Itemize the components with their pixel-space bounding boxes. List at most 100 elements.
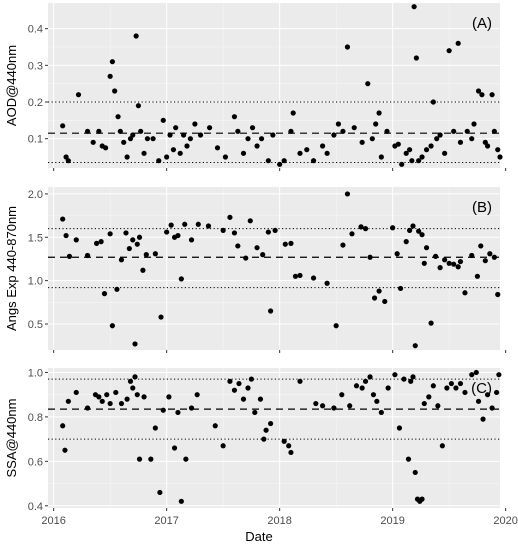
- panel-tag: (A): [472, 15, 492, 32]
- y-axis-title: SSA@440nm: [4, 399, 19, 478]
- data-point: [444, 385, 450, 391]
- data-point: [378, 409, 384, 416]
- data-point: [135, 103, 141, 109]
- data-point: [157, 489, 163, 496]
- data-point: [75, 92, 82, 98]
- data-point: [265, 158, 271, 164]
- data-point: [487, 251, 493, 257]
- data-point: [340, 128, 346, 134]
- data-point: [109, 323, 116, 329]
- data-point: [494, 389, 500, 396]
- data-point: [412, 343, 418, 349]
- data-point: [495, 291, 501, 298]
- data-point: [482, 258, 488, 264]
- data-point: [382, 298, 388, 305]
- data-point: [121, 139, 127, 145]
- data-point: [428, 143, 434, 149]
- data-point: [101, 291, 108, 297]
- data-point: [410, 374, 416, 380]
- y-tick-label: 0.6: [28, 456, 43, 468]
- data-point: [270, 132, 276, 138]
- x-axis-title-holder: Date: [0, 528, 518, 546]
- data-point: [73, 389, 79, 396]
- data-point: [245, 385, 251, 391]
- data-point: [319, 403, 326, 409]
- data-point: [434, 136, 440, 142]
- data-point: [313, 400, 319, 407]
- data-point: [231, 387, 238, 393]
- y-tick-label: 0.3: [28, 60, 43, 72]
- data-point: [403, 239, 409, 245]
- data-point: [192, 121, 198, 127]
- data-point: [351, 125, 357, 131]
- data-point: [489, 92, 495, 98]
- data-point: [60, 216, 66, 222]
- data-point: [489, 405, 495, 411]
- data-point: [432, 253, 439, 259]
- data-point: [423, 245, 430, 251]
- data-point: [126, 245, 132, 252]
- data-point: [344, 191, 351, 197]
- data-point: [168, 222, 174, 228]
- data-point: [484, 392, 491, 398]
- panel-1: 0.1 0.2 0.3 0.4 (A) AOD@440nm: [4, 3, 507, 171]
- data-point: [359, 139, 365, 145]
- data-point: [374, 398, 380, 404]
- data-point: [166, 394, 172, 400]
- data-point: [403, 150, 409, 156]
- data-point: [96, 128, 102, 134]
- data-point: [457, 139, 464, 145]
- data-point: [385, 385, 391, 391]
- y-tick-label: 1.5: [28, 232, 43, 244]
- data-point: [281, 158, 287, 164]
- data-point: [62, 447, 68, 453]
- data-point: [152, 251, 158, 257]
- data-point: [451, 128, 457, 134]
- data-point: [195, 221, 201, 227]
- data-point: [167, 132, 173, 138]
- data-point: [362, 378, 369, 384]
- data-point: [93, 240, 100, 246]
- data-point: [113, 389, 119, 396]
- data-point: [252, 409, 258, 416]
- data-point: [148, 456, 154, 462]
- data-point: [376, 110, 382, 116]
- data-point: [324, 280, 330, 286]
- data-point: [84, 405, 91, 411]
- data-point: [462, 290, 468, 296]
- panel-3: 0.4 0.6 0.8 1.0 (C) SSA@440nm: [4, 367, 507, 513]
- data-point: [141, 394, 147, 400]
- data-point: [178, 498, 184, 504]
- data-point: [173, 125, 179, 131]
- data-point: [175, 232, 181, 239]
- data-point: [462, 389, 468, 396]
- data-point: [84, 252, 91, 259]
- data-point: [156, 158, 162, 164]
- panel-tag: (B): [472, 199, 492, 216]
- data-point: [310, 275, 317, 281]
- data-point: [331, 405, 337, 411]
- data-point: [171, 445, 178, 451]
- data-point: [187, 136, 193, 142]
- data-point: [484, 143, 491, 149]
- data-point: [235, 128, 241, 134]
- data-point: [469, 372, 475, 378]
- panel-background: [48, 187, 500, 350]
- data-point: [331, 132, 337, 138]
- data-point: [395, 141, 401, 147]
- data-point: [188, 405, 195, 411]
- data-point: [471, 121, 477, 127]
- data-point: [349, 231, 355, 237]
- data-point: [475, 398, 482, 404]
- data-point: [118, 400, 125, 407]
- data-point: [152, 425, 158, 431]
- data-point: [263, 427, 269, 433]
- data-point: [65, 398, 71, 404]
- data-point: [469, 252, 475, 259]
- data-point: [496, 372, 502, 378]
- data-point: [164, 154, 170, 160]
- data-point: [175, 409, 181, 416]
- data-point: [394, 251, 400, 257]
- data-point: [206, 125, 213, 131]
